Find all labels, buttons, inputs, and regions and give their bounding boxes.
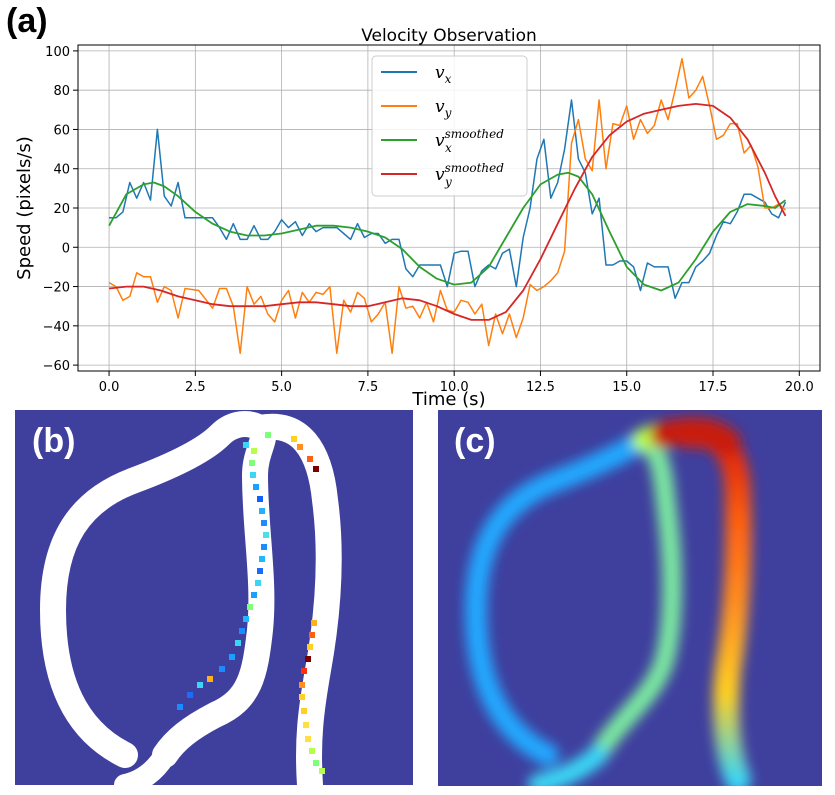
x-axis-label: Time (s) xyxy=(411,389,485,408)
vessel-points-panel xyxy=(15,410,413,785)
tracked-points xyxy=(177,432,325,774)
y-tick-label: −60 xyxy=(43,359,70,374)
y-tick-label: 100 xyxy=(45,45,70,60)
y-axis-label: Speed (pixels/s) xyxy=(14,136,35,280)
y-tick-label: −40 xyxy=(43,320,70,335)
y-tick-label: −20 xyxy=(43,281,70,296)
y-tick-label: 20 xyxy=(53,202,70,217)
panel-label-c: (c) xyxy=(454,422,496,460)
x-tick-label: 17.5 xyxy=(699,380,728,395)
vessel-mask xyxy=(40,411,342,785)
legend-box xyxy=(371,55,528,197)
panel-label-b: (b) xyxy=(32,422,76,460)
velocity-field xyxy=(464,417,752,786)
x-tick-label: 7.5 xyxy=(358,380,379,395)
x-tick-label: 10.0 xyxy=(440,380,469,395)
legend-label-vy_smoothed: vsmoothed y xyxy=(435,161,504,189)
panel-c-background xyxy=(438,410,822,786)
y-tick-label: 0 xyxy=(62,241,70,256)
chart-series xyxy=(108,57,787,355)
series-line-vx_smoothed xyxy=(108,171,787,292)
series-line-vx xyxy=(109,99,787,300)
series-line-vy_smoothed xyxy=(109,103,787,321)
panel-label-a: (a) xyxy=(6,2,48,40)
legend-label-vx: vx xyxy=(435,63,452,86)
chart-legend: vx vy vsmoothed x vsmoothed y xyxy=(371,55,528,197)
x-tick-label: 12.5 xyxy=(526,380,555,395)
x-axis-ticks: 0.0 2.5 5.0 7.5 10.0 12.5 15.0 17.5 20.0 xyxy=(99,371,814,395)
y-axis-ticks: −60 −40 −20 0 20 40 60 80 100 xyxy=(43,45,78,374)
y-tick-label: 60 xyxy=(53,123,70,138)
legend-label-vx_smoothed: vsmoothed x xyxy=(435,127,504,155)
y-tick-label: 40 xyxy=(53,163,70,178)
legend-label-vy: vy xyxy=(435,97,452,120)
x-tick-label: 2.5 xyxy=(185,380,206,395)
x-tick-label: 15.0 xyxy=(612,380,641,395)
y-tick-label: 80 xyxy=(53,84,70,99)
velocity-field-panel xyxy=(438,410,822,786)
velocity-chart: 0.0 2.5 5.0 7.5 10.0 12.5 15.0 17.5 20.0 −60−40−… xyxy=(14,26,821,408)
x-tick-label: 20.0 xyxy=(785,380,814,395)
x-tick-label: 0.0 xyxy=(99,380,120,395)
x-tick-label: 5.0 xyxy=(271,380,292,395)
chart-title: Velocity Observation xyxy=(361,26,537,46)
